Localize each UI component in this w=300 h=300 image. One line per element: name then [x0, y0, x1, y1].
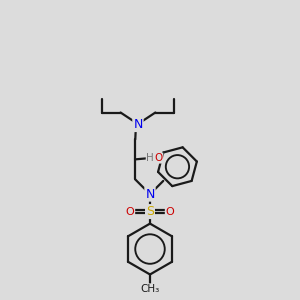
Text: N: N [145, 188, 155, 201]
Text: H: H [146, 153, 154, 163]
Text: S: S [146, 205, 154, 218]
Text: N: N [133, 118, 142, 131]
Text: O: O [166, 207, 175, 217]
Text: O: O [154, 153, 163, 163]
Text: CH₃: CH₃ [140, 284, 160, 294]
Text: O: O [125, 207, 134, 217]
